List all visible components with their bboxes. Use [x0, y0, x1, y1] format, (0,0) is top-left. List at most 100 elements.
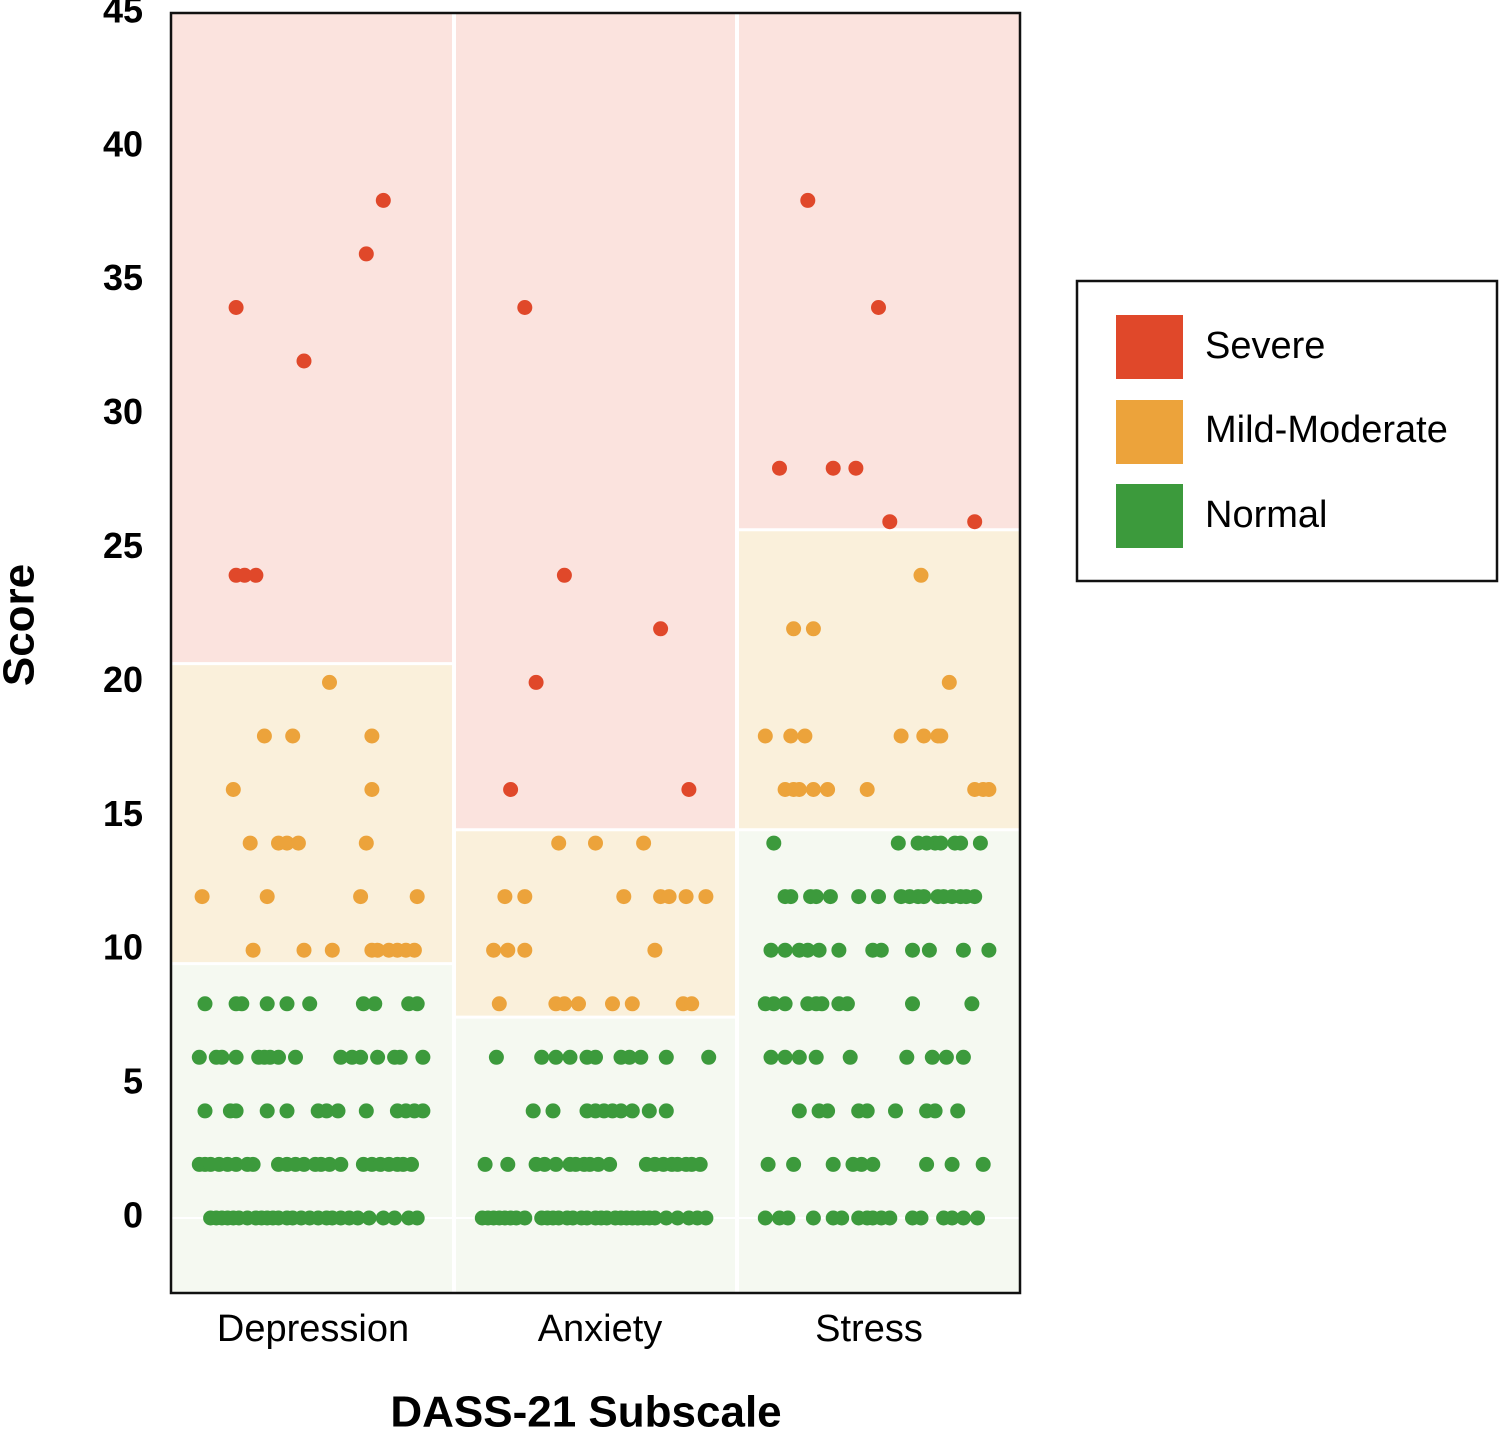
point-stress-normal: [820, 1103, 836, 1119]
legend-label-severe: Severe: [1205, 325, 1325, 367]
point-stress-normal: [791, 1049, 807, 1065]
point-depression-normal: [361, 1210, 377, 1226]
point-depression-mild-moderate: [358, 835, 374, 851]
point-depression-mild-moderate: [259, 889, 275, 905]
point-stress-normal: [786, 1156, 802, 1172]
point-stress-normal: [913, 1210, 929, 1226]
x-tick-label: Depression: [217, 1308, 409, 1350]
point-depression-normal: [367, 996, 383, 1012]
point-stress-normal: [933, 835, 949, 851]
legend-label-normal: Normal: [1205, 494, 1327, 536]
point-anxiety-normal: [545, 1103, 561, 1119]
point-stress-severe: [848, 460, 864, 476]
point-depression-mild-moderate: [242, 835, 258, 851]
point-stress-normal: [950, 1103, 966, 1119]
y-axis-title: Score: [0, 564, 44, 686]
point-anxiety-normal: [488, 1049, 504, 1065]
point-depression-normal: [259, 996, 275, 1012]
point-anxiety-normal: [500, 1156, 516, 1172]
point-stress-normal: [777, 996, 793, 1012]
point-depression-mild-moderate: [353, 889, 369, 905]
point-anxiety-mild-moderate: [556, 996, 572, 1012]
band-mild-moderate-stress: [737, 529, 1020, 830]
point-stress-normal: [825, 1156, 841, 1172]
point-anxiety-normal: [658, 1049, 674, 1065]
point-anxiety-normal: [590, 1156, 606, 1172]
point-depression-severe: [228, 300, 244, 315]
point-anxiety-normal: [602, 1156, 618, 1172]
point-stress-mild-moderate: [805, 621, 821, 637]
point-anxiety-mild-moderate: [616, 889, 632, 905]
y-axis-ticks: 0 5 10 15 20 25 30 35 40 45: [103, 0, 143, 1236]
point-stress-normal: [888, 1103, 903, 1119]
point-depression-normal: [409, 1210, 425, 1226]
point-anxiety-mild-moderate: [588, 835, 603, 851]
point-depression-normal: [296, 1156, 312, 1172]
point-depression-normal: [350, 1210, 366, 1226]
point-depression-normal: [245, 1156, 261, 1172]
point-stress-mild-moderate: [893, 728, 909, 744]
point-stress-mild-moderate: [786, 621, 802, 637]
point-stress-mild-moderate: [791, 782, 807, 797]
point-depression-mild-moderate: [285, 728, 301, 744]
point-depression-mild-moderate: [290, 835, 306, 851]
point-depression-severe: [358, 246, 374, 262]
point-anxiety-mild-moderate: [647, 942, 663, 958]
point-depression-normal: [288, 1049, 303, 1065]
legend-swatch-severe: [1116, 315, 1183, 379]
point-anxiety-normal: [517, 1210, 533, 1226]
legend: Severe Mild-Moderate Normal: [1075, 279, 1499, 583]
point-stress-normal: [859, 1103, 875, 1119]
point-anxiety-normal: [624, 1103, 640, 1119]
point-stress-normal: [921, 942, 937, 958]
point-stress-normal: [916, 889, 932, 905]
point-depression-normal: [228, 1103, 244, 1119]
x-tick-label: Stress: [815, 1308, 923, 1350]
point-stress-normal: [822, 889, 838, 905]
point-stress-normal: [905, 996, 920, 1012]
point-stress-normal: [814, 996, 830, 1012]
point-stress-mild-moderate: [820, 782, 836, 797]
point-stress-normal: [791, 1103, 807, 1119]
point-depression-mild-moderate: [279, 835, 295, 851]
point-depression-normal: [375, 1210, 391, 1226]
point-anxiety-mild-moderate: [636, 835, 652, 851]
band-mild-moderate-depression: [171, 663, 454, 964]
point-stress-normal: [851, 889, 867, 905]
point-stress-severe: [772, 460, 787, 476]
point-stress-normal: [839, 996, 855, 1012]
point-stress-normal: [808, 889, 824, 905]
point-stress-normal: [981, 942, 997, 958]
point-stress-normal: [975, 1156, 991, 1172]
point-depression-normal: [415, 1049, 431, 1065]
point-depression-normal: [387, 1210, 403, 1226]
point-stress-normal: [871, 889, 886, 905]
point-anxiety-mild-moderate: [486, 942, 502, 958]
point-stress-mild-moderate: [981, 782, 997, 797]
point-anxiety-mild-moderate: [698, 889, 714, 905]
band-severe-depression: [171, 13, 454, 664]
point-stress-severe: [882, 514, 898, 530]
point-depression-severe: [296, 353, 312, 369]
point-stress-normal: [842, 1049, 858, 1065]
point-depression-normal: [228, 1156, 244, 1172]
point-stress-normal: [905, 942, 920, 958]
point-stress-normal: [899, 1049, 915, 1065]
point-stress-normal: [938, 1049, 954, 1065]
point-depression-normal: [228, 1049, 244, 1065]
point-anxiety-mild-moderate: [684, 996, 700, 1012]
point-stress-normal: [783, 889, 799, 905]
point-anxiety-normal: [588, 1049, 603, 1065]
point-anxiety-normal: [548, 1049, 564, 1065]
point-anxiety-severe: [517, 300, 533, 315]
point-depression-normal: [370, 1049, 386, 1065]
point-depression-normal: [415, 1103, 431, 1119]
point-anxiety-mild-moderate: [551, 835, 567, 851]
point-anxiety-normal: [698, 1210, 714, 1226]
point-depression-normal: [302, 996, 318, 1012]
point-anxiety-mild-moderate: [624, 996, 640, 1012]
point-stress-normal: [953, 835, 969, 851]
point-stress-normal: [944, 1210, 960, 1226]
point-stress-normal: [924, 1049, 940, 1065]
